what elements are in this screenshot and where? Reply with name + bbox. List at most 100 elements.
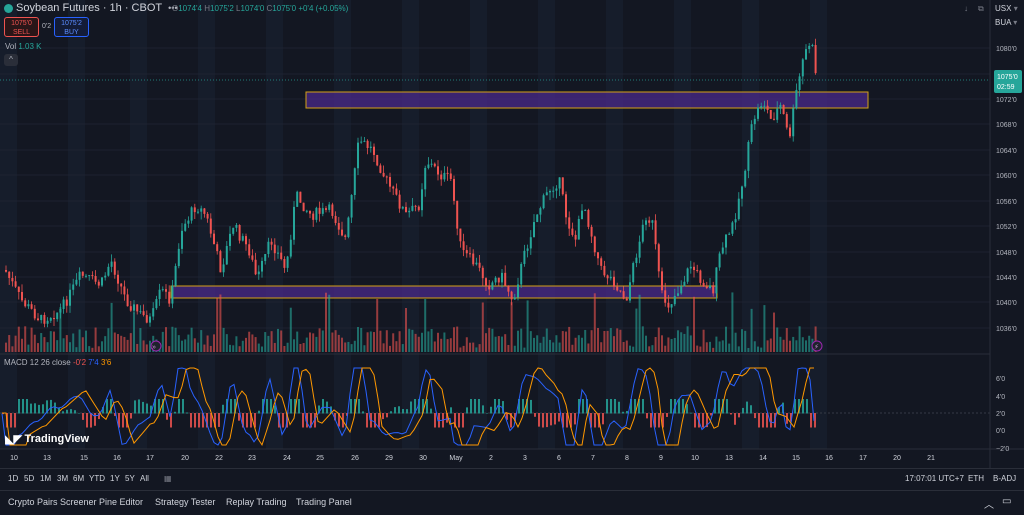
macd-histogram-bar (14, 413, 16, 428)
range-1y-button[interactable]: 1Y (110, 474, 120, 483)
volume-bar (501, 336, 503, 352)
candle-body (392, 186, 395, 189)
chart-canvas[interactable]: 1080'01076'01072'01068'01064'01060'01056… (0, 0, 1024, 468)
symbol-legend[interactable]: Soybean Futures · 1h · CBOT ••• (4, 2, 181, 14)
volume-bar (305, 337, 308, 352)
volume-legend[interactable]: Vol 1.03 K (5, 42, 42, 51)
range-all-button[interactable]: All (140, 474, 149, 483)
range-6m-button[interactable]: 6M (73, 474, 85, 483)
resistance-zone[interactable] (305, 91, 869, 109)
buy-button[interactable]: 1075'2 BUY (54, 17, 89, 37)
candle-body (542, 195, 545, 209)
range-3m-button[interactable]: 3M (57, 474, 69, 483)
volume-bar (667, 337, 670, 352)
candle-body (328, 204, 331, 210)
candle-body (293, 206, 295, 240)
tab-crypto-pairs-screener[interactable]: Crypto Pairs Screener (8, 497, 97, 507)
collapse-legend-button[interactable]: ^ (4, 54, 18, 66)
tab-replay-trading[interactable]: Replay Trading (226, 497, 287, 507)
candle-body (616, 286, 619, 291)
macd-histogram-bar (662, 413, 664, 428)
candle-body (702, 282, 705, 287)
candle-body (523, 250, 526, 264)
tab-strategy-tester[interactable]: Strategy Tester (155, 497, 216, 507)
time-tick-label: 30 (419, 455, 427, 462)
more-icon[interactable]: ••• (168, 3, 178, 13)
candle-body (718, 253, 721, 268)
maximize-icon[interactable]: ⧉ (978, 4, 984, 13)
macd-histogram-bar (638, 399, 640, 414)
volume-bar (110, 302, 113, 352)
candle-body (56, 312, 59, 320)
volume-bar (341, 337, 343, 352)
time-tick-label: 10 (10, 455, 18, 462)
macd-histogram-bar (686, 404, 688, 414)
volume-bar (494, 336, 497, 352)
volume-bar (334, 330, 337, 352)
symbol-title[interactable]: Soybean Futures · 1h · CBOT (16, 2, 163, 14)
tab-trading-panel[interactable]: Trading Panel (296, 497, 352, 507)
candle-body (680, 286, 683, 294)
currency-selector[interactable]: USX ▾ (995, 4, 1018, 13)
macd-histogram-bar (58, 408, 60, 414)
candle-body (331, 204, 334, 216)
candle-body (21, 291, 23, 301)
volume-bar (561, 331, 564, 352)
range-1m-button[interactable]: 1M (40, 474, 52, 483)
volume-bar (235, 336, 238, 352)
candle-body (136, 304, 139, 312)
macd-histogram-bar (106, 399, 108, 414)
range-5d-button[interactable]: 5D (24, 474, 35, 483)
volume-bar (424, 298, 427, 352)
macd-histogram-bar (86, 413, 88, 428)
candle-body (174, 266, 177, 286)
candle-body (693, 266, 695, 271)
session-toggle[interactable]: ETH (968, 474, 984, 483)
tradingview-logo[interactable]: ◣◤ TradingView (5, 432, 90, 446)
go-to-date-icon[interactable]: ▦ (164, 474, 172, 483)
volume-bar (776, 327, 779, 352)
tab-pine-editor[interactable]: Pine Editor (99, 497, 144, 507)
maximize-panel-icon[interactable]: ▭ (1002, 496, 1012, 507)
candle-body (184, 223, 187, 231)
bar-countdown: 02:59 (997, 84, 1015, 91)
sell-button[interactable]: 1075'0 SELL (4, 17, 39, 37)
adjustment-toggle[interactable]: B-ADJ (993, 474, 1017, 483)
candle-body (62, 299, 65, 310)
macd-histogram-bar (478, 399, 480, 414)
event-marker-icon[interactable] (150, 340, 162, 352)
volume-bar (5, 342, 7, 352)
lightning-icon[interactable] (811, 340, 823, 352)
macd-histogram-bar (254, 413, 256, 428)
candle-body (5, 270, 7, 272)
candle-body (705, 286, 708, 289)
range-5y-button[interactable]: 5Y (125, 474, 135, 483)
session-band (606, 0, 623, 449)
macd-histogram-bar (306, 413, 308, 428)
time-tick-label: 23 (248, 455, 256, 462)
macd-histogram-bar (398, 406, 400, 414)
current-price-label (994, 70, 1022, 93)
volume-bar (517, 330, 519, 352)
macd-legend[interactable]: MACD 12 26 close -0'2 7'4 3'6 (4, 358, 112, 367)
clock-timezone[interactable]: 17:07:01 UTC+7 (905, 474, 964, 483)
volume-bar (504, 334, 507, 352)
range-1d-button[interactable]: 1D (8, 474, 19, 483)
macd-histogram-bar (234, 399, 236, 414)
volume-bar (785, 328, 788, 352)
volume-bar (651, 345, 654, 352)
candle-body (30, 304, 33, 309)
range-ytd-button[interactable]: YTD (89, 474, 105, 483)
volume-bar (433, 341, 436, 352)
macd-histogram-bar (758, 413, 760, 428)
candle-body (619, 290, 622, 292)
candle-body (312, 213, 315, 220)
macd-histogram-bar (282, 413, 284, 428)
bottom-toolbar: 1D 5D 1M 3M 6M YTD 1Y 5Y All ▦ 17:07:01 … (0, 468, 1024, 489)
candle-body (395, 188, 398, 195)
unit-selector[interactable]: BUA ▾ (995, 18, 1018, 27)
support-zone[interactable] (170, 285, 718, 299)
download-icon[interactable]: ↓ (964, 4, 968, 13)
collapse-panel-icon[interactable]: ︿ (984, 500, 994, 511)
